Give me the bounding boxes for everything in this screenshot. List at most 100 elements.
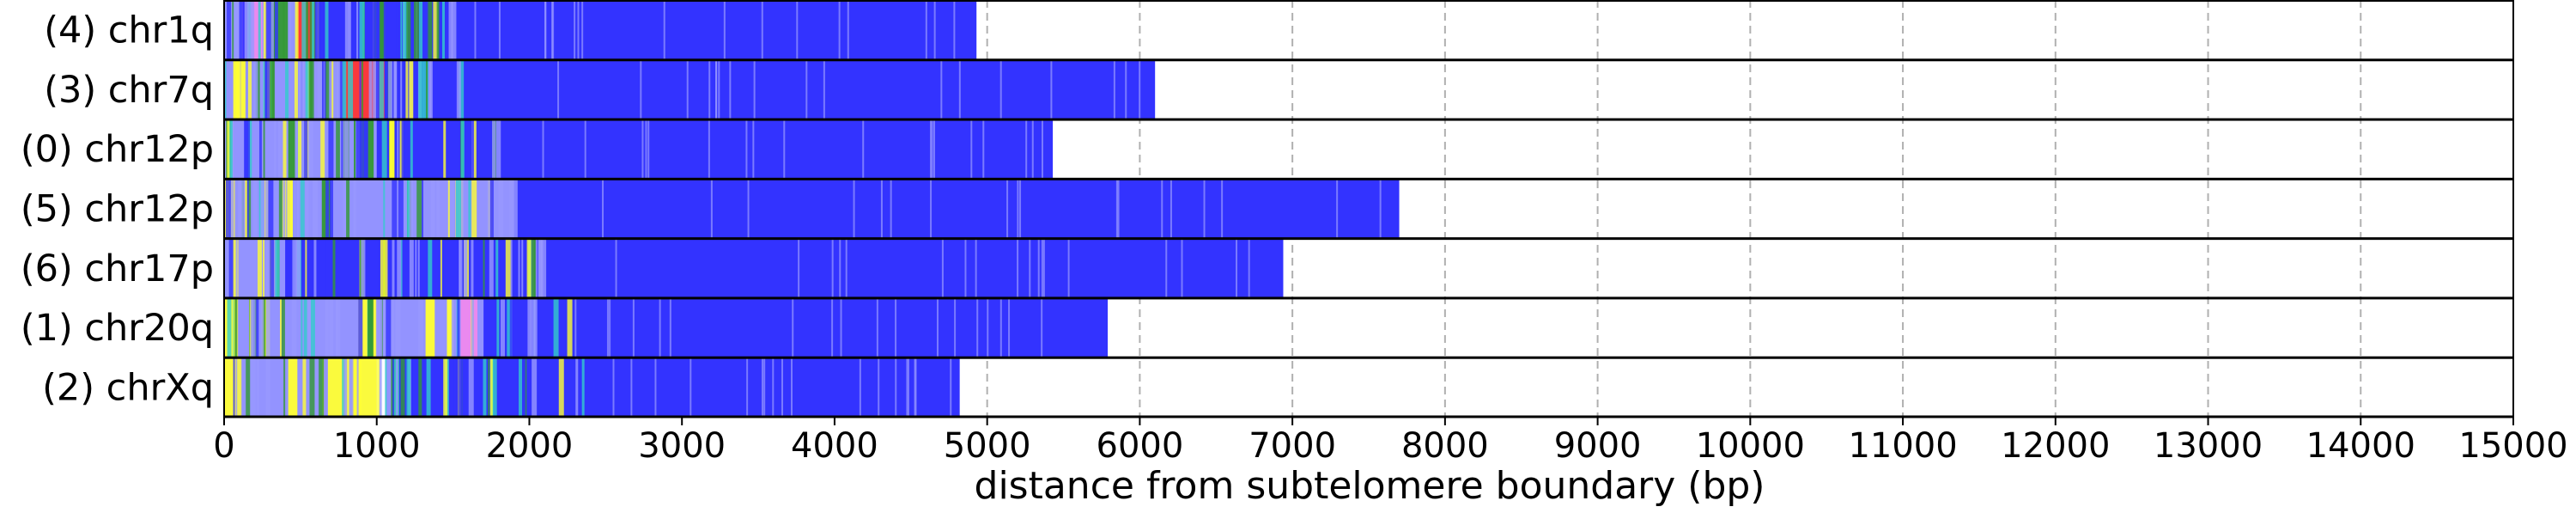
- bar-stripe: [462, 357, 465, 417]
- bar-stripe: [321, 59, 324, 119]
- bar-stripe: [265, 238, 269, 298]
- bar-stripe: [440, 238, 442, 298]
- bar-stripe: [368, 59, 373, 119]
- bar-stripe: [405, 357, 411, 417]
- bar-stripe: [772, 357, 775, 417]
- bar-stripe: [531, 238, 536, 298]
- bar-stripe: [313, 357, 318, 417]
- bar-stripe: [393, 59, 397, 119]
- bar-stripe: [386, 297, 392, 357]
- bar-stripe: [791, 357, 793, 417]
- bar-stripe: [302, 357, 307, 417]
- bar-stripe: [400, 238, 403, 298]
- bar-stripe: [417, 297, 423, 357]
- bar-stripe: [447, 178, 450, 239]
- bar-stripe: [395, 357, 398, 417]
- bar-stripe: [250, 357, 256, 417]
- bar-stripe: [342, 357, 346, 417]
- bar-stripe: [356, 357, 359, 417]
- bar-stripe: [1029, 238, 1031, 298]
- bar-stripe: [798, 238, 800, 298]
- bar-stripe: [403, 0, 409, 60]
- bar-stripe: [953, 0, 956, 60]
- bar-stripe: [277, 119, 283, 179]
- bar-stripe: [518, 238, 520, 298]
- bar-stripe: [838, 0, 841, 60]
- bar-stripe: [931, 119, 933, 179]
- bar-stripe: [505, 238, 511, 298]
- bar-stripe: [1017, 178, 1019, 239]
- bar-stripe: [999, 297, 1002, 357]
- bar-stripe: [745, 119, 748, 179]
- bar-stripe: [473, 119, 477, 179]
- bar-stripe: [715, 59, 718, 119]
- bar-stripe: [358, 357, 361, 417]
- bar-stripe: [746, 357, 749, 417]
- bar-stripe: [375, 297, 378, 357]
- bar-stripe: [325, 59, 330, 119]
- bar-stripe: [375, 59, 380, 119]
- bar-stripe: [413, 0, 419, 60]
- bar-stripe: [533, 297, 538, 357]
- bar-stripe: [378, 59, 384, 119]
- bar-stripe: [283, 119, 287, 179]
- bar-stripe: [669, 297, 671, 357]
- bar-stripe: [370, 0, 375, 60]
- bar-stripe: [914, 357, 917, 417]
- bar-stripe: [460, 119, 465, 179]
- bar-stripe: [958, 59, 961, 119]
- bar-stripe: [929, 119, 932, 179]
- bar-stripe: [552, 0, 555, 60]
- bar-stripe: [409, 59, 414, 119]
- bar-stripe: [457, 297, 460, 357]
- bar-stripe: [307, 297, 313, 357]
- bar-stripe: [256, 357, 259, 417]
- bar-stripe: [964, 238, 967, 298]
- bar-stripe: [451, 0, 457, 60]
- bar-stripe: [426, 0, 428, 60]
- bar-stripe: [970, 119, 973, 179]
- bar-stripe: [464, 238, 468, 298]
- bar-stripe: [426, 357, 431, 417]
- bar-stripe: [1379, 178, 1382, 239]
- bar-stripe: [348, 0, 351, 60]
- bar-stripe: [265, 357, 270, 417]
- bar-stripe: [356, 0, 359, 60]
- bar-stripe: [337, 59, 341, 119]
- x-tick-label: 13000: [2154, 426, 2263, 466]
- x-axis-label: distance from subtelomere boundary (bp): [975, 464, 1765, 508]
- bar-stripe: [557, 59, 560, 119]
- bar-stripe: [265, 59, 270, 119]
- bar-stripe: [263, 238, 265, 298]
- bar-stripe: [418, 357, 422, 417]
- bar-stripe: [498, 178, 504, 239]
- bar-stripe: [309, 357, 315, 417]
- bar-stripe: [1221, 178, 1224, 239]
- bar-stripe: [729, 59, 732, 119]
- bar-stripe: [823, 59, 825, 119]
- bar-stripe: [495, 238, 499, 298]
- bar-stripe: [274, 0, 278, 60]
- y-axis-labels: (4) chr1q (3) chr7q (0) chr12p (5) chr12p (6…: [21, 9, 214, 410]
- bar-stripe: [632, 297, 635, 357]
- bar-segment: [425, 297, 435, 357]
- bar-stripe: [488, 357, 490, 417]
- bar-stripe: [279, 297, 282, 357]
- bar-stripe: [312, 0, 315, 60]
- row-label: (5) chr12p: [21, 188, 214, 231]
- bar-stripe: [274, 119, 276, 179]
- bar-stripe: [654, 357, 657, 417]
- bar-stripe: [783, 119, 786, 179]
- bar-stripe: [535, 238, 538, 298]
- bar-stripe: [853, 178, 855, 239]
- bar-stripe: [831, 297, 834, 357]
- bar-stripe: [459, 59, 465, 119]
- bar-stripe: [376, 357, 380, 417]
- bar-row: [224, 238, 1284, 298]
- bar-stripe: [471, 238, 474, 298]
- bar-stripe: [392, 178, 398, 239]
- bar-stripe: [392, 238, 395, 298]
- bar-segment: [460, 297, 478, 357]
- bar-stripe: [752, 119, 755, 179]
